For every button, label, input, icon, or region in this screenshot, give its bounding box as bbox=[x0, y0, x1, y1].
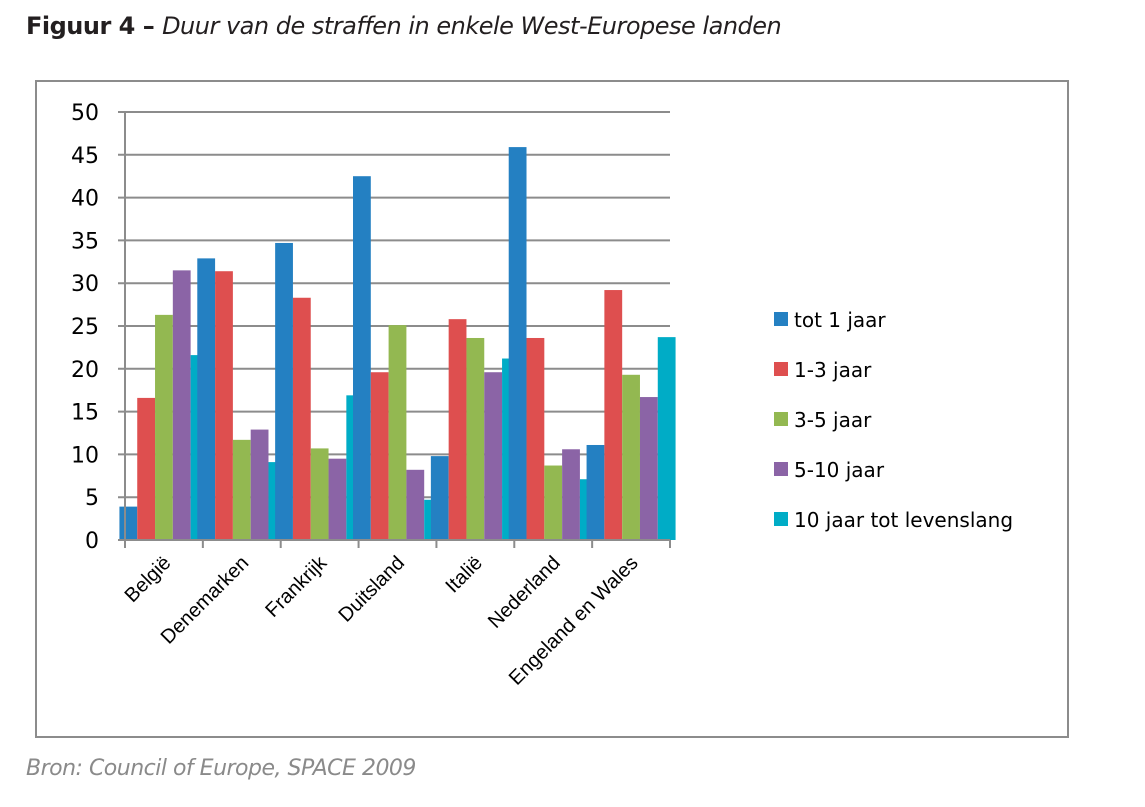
axes bbox=[118, 112, 671, 548]
y-tick-label: 45 bbox=[71, 144, 99, 169]
bar bbox=[604, 290, 623, 540]
y-tick-label: 5 bbox=[85, 486, 99, 511]
x-tick-label: Duitsland bbox=[335, 552, 410, 627]
bar bbox=[622, 374, 640, 540]
bar bbox=[250, 429, 269, 540]
y-tick-label: 40 bbox=[71, 187, 99, 212]
y-tick-label: 25 bbox=[71, 315, 99, 340]
bar bbox=[586, 444, 605, 540]
y-tick-label: 30 bbox=[71, 272, 99, 297]
y-tick-label: 50 bbox=[71, 101, 99, 126]
source-note: Bron: Council of Europe, SPACE 2009 bbox=[26, 756, 416, 781]
bar bbox=[292, 297, 311, 540]
bar bbox=[232, 439, 251, 540]
y-tick-label: 35 bbox=[71, 229, 99, 254]
x-tick-label: Nederland bbox=[484, 552, 565, 633]
legend-swatch bbox=[774, 512, 788, 526]
bar bbox=[310, 448, 329, 540]
bar bbox=[466, 337, 485, 540]
bar bbox=[562, 449, 580, 540]
x-tick-label: België bbox=[121, 552, 176, 607]
legend-label: 3-5 jaar bbox=[794, 408, 872, 432]
y-tick-label: 20 bbox=[71, 358, 99, 383]
x-tick-label: Engeland en Wales bbox=[505, 552, 643, 690]
bar bbox=[639, 397, 658, 540]
bar bbox=[430, 456, 449, 540]
bar bbox=[215, 271, 233, 540]
y-tick-label: 0 bbox=[85, 529, 99, 554]
y-tick-label: 10 bbox=[71, 443, 99, 468]
bar bbox=[508, 147, 527, 540]
bar bbox=[275, 242, 293, 540]
bar bbox=[137, 397, 156, 540]
bar bbox=[406, 469, 425, 540]
x-tick-label: Frankrijk bbox=[261, 551, 331, 621]
legend-swatch bbox=[774, 412, 788, 426]
bar bbox=[526, 337, 545, 540]
legend-swatch bbox=[774, 462, 788, 476]
bar bbox=[388, 325, 407, 540]
legend-swatch bbox=[774, 312, 788, 326]
chart-frame bbox=[35, 80, 1069, 738]
y-tick-labels: 0 5 10 15 20 25 30 35 40 45 50 bbox=[71, 101, 99, 554]
y-tick-label: 15 bbox=[71, 401, 99, 426]
figure-title: Figuur 4 – Duur van de straffen in enkel… bbox=[26, 12, 782, 40]
bars bbox=[119, 147, 676, 540]
legend-label: 1-3 jaar bbox=[794, 358, 872, 382]
bar bbox=[657, 337, 676, 540]
bar bbox=[448, 319, 467, 540]
bar bbox=[484, 372, 503, 540]
bar bbox=[155, 314, 173, 540]
figure-label: Figuur 4 – bbox=[26, 12, 163, 40]
bar bbox=[119, 506, 138, 540]
legend-label: 5-10 jaar bbox=[794, 458, 885, 482]
legend: tot 1 jaar 1-3 jaar 3-5 jaar 5-10 jaar 10 ja… bbox=[774, 308, 1013, 532]
bar bbox=[353, 176, 371, 540]
bar bbox=[544, 465, 563, 540]
x-tick-label: Italië bbox=[441, 552, 486, 597]
bar bbox=[197, 258, 216, 540]
figure-caption: Duur van de straffen in enkele West-Euro… bbox=[162, 12, 782, 40]
legend-label: tot 1 jaar bbox=[794, 308, 886, 332]
bar bbox=[172, 270, 191, 540]
legend-label: 10 jaar tot levenslang bbox=[794, 508, 1013, 532]
legend-swatch bbox=[774, 362, 788, 376]
bar bbox=[328, 458, 347, 540]
bar bbox=[370, 372, 389, 540]
